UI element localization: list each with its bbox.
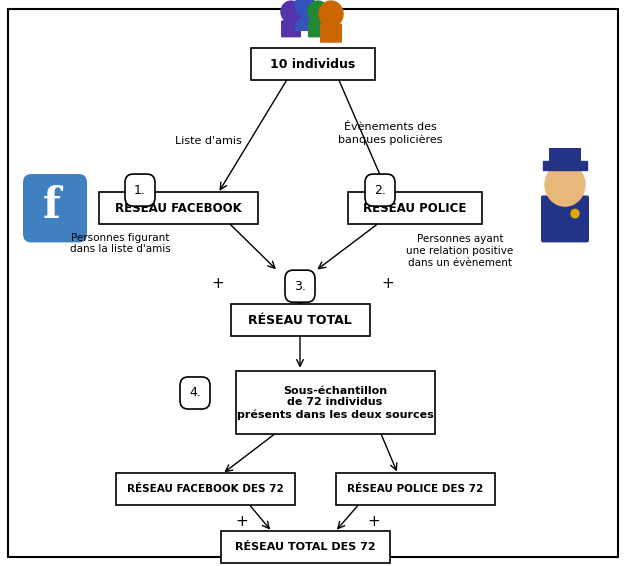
Circle shape <box>308 1 328 23</box>
Text: 2.: 2. <box>374 183 386 196</box>
FancyBboxPatch shape <box>251 48 375 80</box>
Circle shape <box>571 209 579 218</box>
FancyBboxPatch shape <box>230 305 369 336</box>
Text: RÉSEAU FACEBOOK DES 72: RÉSEAU FACEBOOK DES 72 <box>126 484 284 494</box>
Text: RÉSEAU TOTAL: RÉSEAU TOTAL <box>248 314 352 327</box>
FancyBboxPatch shape <box>336 473 495 505</box>
FancyBboxPatch shape <box>125 174 155 206</box>
Text: 3.: 3. <box>294 280 306 293</box>
Circle shape <box>545 164 585 206</box>
Text: +: + <box>235 514 249 529</box>
Text: Évènements des
banques policières: Évènements des banques policières <box>338 122 442 144</box>
Text: f: f <box>43 185 61 227</box>
FancyBboxPatch shape <box>285 270 315 302</box>
Text: Liste d'amis: Liste d'amis <box>175 136 242 146</box>
FancyBboxPatch shape <box>235 371 434 434</box>
FancyBboxPatch shape <box>220 531 389 563</box>
Text: Personnes figurant
dans la liste d'amis: Personnes figurant dans la liste d'amis <box>69 233 170 254</box>
Text: RÉSEAU POLICE DES 72: RÉSEAU POLICE DES 72 <box>347 484 483 494</box>
Text: 10 individus: 10 individus <box>270 58 356 71</box>
Text: +: + <box>367 514 381 529</box>
FancyBboxPatch shape <box>98 192 257 224</box>
FancyBboxPatch shape <box>543 161 587 170</box>
Text: RÉSEAU TOTAL DES 72: RÉSEAU TOTAL DES 72 <box>235 542 376 552</box>
FancyBboxPatch shape <box>8 8 618 558</box>
FancyBboxPatch shape <box>365 174 395 206</box>
Circle shape <box>319 1 343 27</box>
Text: +: + <box>212 276 224 290</box>
Text: 1.: 1. <box>134 183 146 196</box>
Circle shape <box>281 1 301 23</box>
FancyBboxPatch shape <box>295 14 315 31</box>
FancyBboxPatch shape <box>180 377 210 409</box>
Circle shape <box>295 0 315 16</box>
FancyBboxPatch shape <box>541 195 589 242</box>
Text: Sous-échantillon
de 72 individus
présents dans les deux sources: Sous-échantillon de 72 individus présent… <box>237 385 433 419</box>
FancyBboxPatch shape <box>281 20 301 37</box>
Text: RÉSEAU POLICE: RÉSEAU POLICE <box>363 201 467 215</box>
FancyBboxPatch shape <box>23 174 87 242</box>
FancyBboxPatch shape <box>549 148 581 164</box>
FancyBboxPatch shape <box>308 20 328 37</box>
FancyBboxPatch shape <box>320 24 342 42</box>
Text: 4.: 4. <box>189 387 201 400</box>
Text: +: + <box>382 276 394 290</box>
FancyBboxPatch shape <box>116 473 294 505</box>
Text: RÉSEAU FACEBOOK: RÉSEAU FACEBOOK <box>115 201 242 215</box>
FancyBboxPatch shape <box>348 192 482 224</box>
Text: Personnes ayant
une relation positive
dans un évènement: Personnes ayant une relation positive da… <box>406 234 513 268</box>
